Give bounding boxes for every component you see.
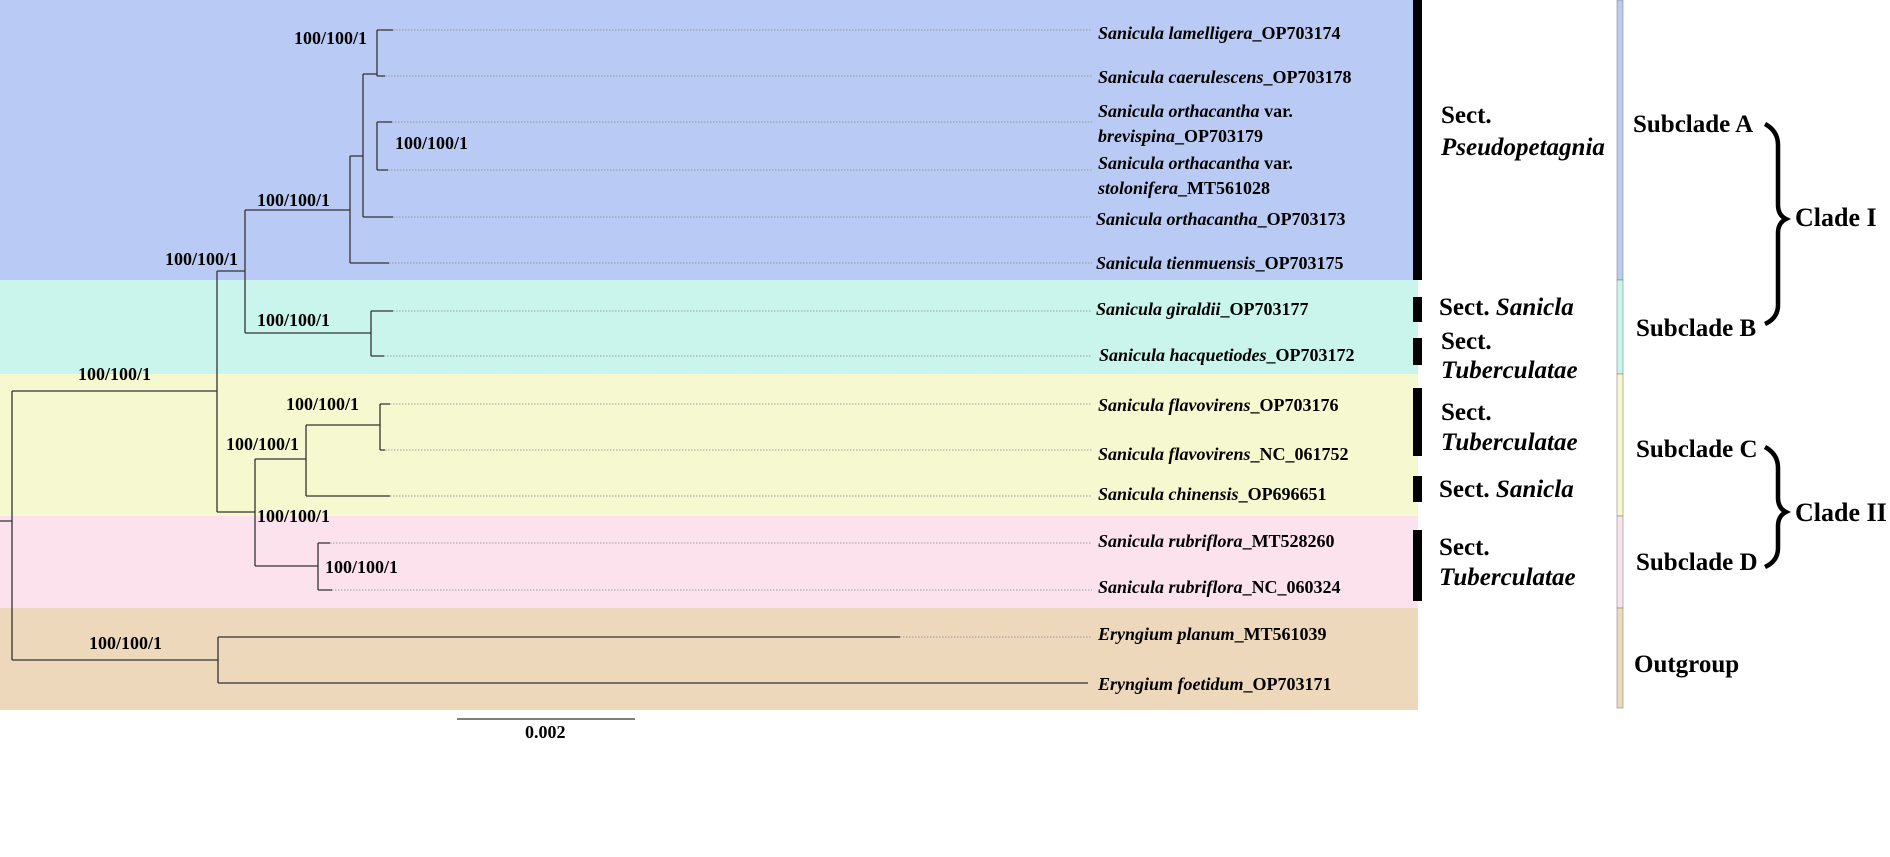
taxon-labels: Sanicula lamelligera_OP703174 Sanicula c… — [1096, 23, 1355, 694]
support-value: 100/100/1 — [286, 394, 359, 414]
section-bar — [1413, 297, 1422, 322]
support-value: 100/100/1 — [395, 133, 468, 153]
support-values: 100/100/1 100/100/1 100/100/1 100/100/1 … — [78, 28, 468, 653]
color-bar-segment-c — [1616, 373, 1624, 517]
section-label-name: Tuberculatae — [1439, 564, 1576, 591]
subclade-label: Subclade B — [1636, 315, 1756, 342]
tree-branches — [0, 29, 1088, 684]
support-value: 100/100/1 — [165, 249, 238, 269]
support-value: 100/100/1 — [257, 310, 330, 330]
subclade-label: Outgroup — [1634, 651, 1739, 678]
scale-bar: 0.002 — [457, 718, 635, 742]
clade-labels: Clade I Clade II — [1795, 203, 1887, 527]
section-label-name: Tuberculatae — [1441, 357, 1578, 384]
support-value: 100/100/1 — [89, 633, 162, 653]
taxon-label: Sanicula rubriflora_NC_060324 — [1098, 577, 1341, 597]
taxon-label: Sanicula rubriflora_MT528260 — [1098, 531, 1335, 551]
taxon-label: Eryngium planum_MT561039 — [1097, 624, 1327, 644]
section-label: Sect. — [1441, 328, 1492, 355]
section-bar — [1413, 388, 1422, 456]
section-bar — [1413, 338, 1422, 365]
taxon-label-continued: brevispina_OP703179 — [1098, 126, 1263, 146]
brace-clade-ii — [1763, 445, 1792, 570]
support-value: 100/100/1 — [325, 557, 398, 577]
section-bar — [1413, 476, 1422, 502]
taxon-label: Sanicula lamelligera_OP703174 — [1098, 23, 1341, 43]
taxon-label: Eryngium foetidum_OP703171 — [1097, 674, 1332, 694]
taxon-label: Sanicula orthacantha var. — [1098, 101, 1293, 121]
support-value: 100/100/1 — [257, 190, 330, 210]
section-label: Sect. — [1439, 534, 1490, 561]
color-bar-segment-outgroup — [1616, 607, 1624, 709]
band-subclade-a — [0, 0, 1418, 280]
support-value: 100/100/1 — [78, 364, 151, 384]
section-label-name: Pseudopetagnia — [1440, 134, 1605, 161]
band-subclade-b — [0, 280, 1418, 374]
section-label: Sect. Sanicla — [1439, 476, 1574, 503]
section-bars — [1413, 0, 1422, 601]
subclade-label: Subclade D — [1636, 549, 1758, 576]
taxon-label: Sanicula orthacantha_OP703173 — [1096, 209, 1346, 229]
taxon-label: Sanicula tienmuensis_OP703175 — [1096, 253, 1344, 273]
brace-clade-i — [1763, 122, 1792, 327]
taxon-label: Sanicula giraldii_OP703177 — [1096, 299, 1309, 319]
section-label-name: Tuberculatae — [1441, 429, 1578, 456]
clade-label: Clade II — [1795, 498, 1887, 527]
section-label: Sect. — [1441, 102, 1492, 129]
clade-label: Clade I — [1795, 203, 1877, 232]
support-value: 100/100/1 — [226, 434, 299, 454]
section-label: Sect. — [1441, 399, 1492, 426]
subclade-color-bar — [1616, 0, 1624, 709]
color-bar-segment-d — [1616, 515, 1624, 609]
scale-bar-label: 0.002 — [525, 722, 566, 742]
section-bar — [1413, 530, 1422, 601]
taxon-label: Sanicula orthacantha var. — [1098, 153, 1293, 173]
taxon-label: Sanicula flavovirens_OP703176 — [1098, 395, 1339, 415]
section-labels: Sect. Pseudopetagnia Sect. Sanicla Sect.… — [1439, 102, 1605, 591]
color-bar-segment-a — [1616, 0, 1624, 281]
section-bar — [1413, 0, 1422, 280]
subclade-label: Subclade C — [1636, 436, 1758, 463]
taxon-label: Sanicula flavovirens_NC_061752 — [1098, 444, 1349, 464]
support-value: 100/100/1 — [257, 506, 330, 526]
section-label: Sect. Sanicla — [1439, 294, 1574, 321]
taxon-label: Sanicula chinensis_OP696651 — [1098, 484, 1327, 504]
band-subclade-c — [0, 374, 1418, 516]
band-subclade-d — [0, 516, 1418, 608]
taxon-label-continued: stolonifera_MT561028 — [1097, 178, 1270, 198]
support-value: 100/100/1 — [294, 28, 367, 48]
band-outgroup — [0, 608, 1418, 710]
taxon-label: Sanicula hacquetiodes_OP703172 — [1099, 345, 1355, 365]
color-bar-segment-b — [1616, 279, 1624, 375]
subclade-labels: Subclade A Subclade B Subclade C Subclad… — [1633, 111, 1758, 678]
taxon-label: Sanicula caerulescens_OP703178 — [1098, 67, 1352, 87]
subclade-label: Subclade A — [1633, 111, 1753, 138]
clade-braces — [1763, 122, 1792, 570]
leader-lines — [330, 29, 1092, 638]
